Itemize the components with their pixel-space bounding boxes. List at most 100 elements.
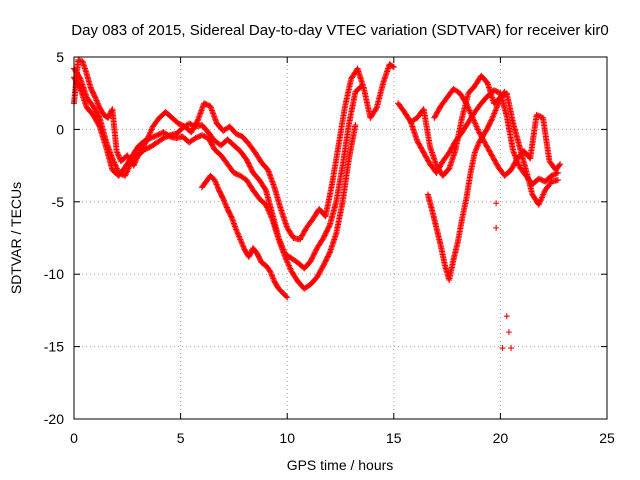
- data-point: [535, 175, 542, 182]
- data-point: [322, 231, 329, 238]
- grid-layer: [74, 57, 607, 419]
- data-point: [511, 160, 518, 167]
- data-point: [283, 258, 290, 265]
- data-point: [540, 190, 547, 197]
- data-point: [213, 181, 220, 188]
- data-point: [488, 117, 495, 124]
- data-point: [201, 100, 208, 107]
- data-point: [492, 87, 499, 94]
- data-point: [494, 89, 501, 96]
- data-point: [510, 161, 517, 168]
- x-tick-label: 10: [279, 430, 295, 446]
- data-point: [462, 99, 469, 106]
- data-point: [123, 169, 130, 176]
- data-point: [223, 204, 230, 211]
- data-point: [448, 145, 455, 152]
- data-point: [325, 252, 332, 259]
- data-point: [264, 206, 271, 213]
- data-point: [228, 213, 235, 220]
- data-point: [449, 144, 456, 151]
- data-point: [322, 258, 329, 265]
- x-tick-label: 25: [599, 430, 615, 446]
- y-tick-label: 5: [56, 49, 64, 65]
- data-point: [473, 146, 480, 153]
- data-point: [93, 108, 100, 115]
- data-point: [510, 163, 517, 170]
- data-point: [243, 156, 250, 163]
- data-point: [476, 130, 483, 137]
- data-point: [432, 113, 439, 120]
- data-point: [438, 160, 445, 167]
- data-point: [233, 170, 240, 177]
- data-point: [122, 171, 129, 178]
- data-point: [446, 148, 453, 155]
- data-point: [214, 184, 221, 191]
- data-point: [467, 110, 474, 117]
- data-point: [219, 194, 226, 201]
- data-point: [325, 224, 332, 231]
- data-point: [268, 271, 275, 278]
- data-point: [234, 229, 241, 236]
- data-point: [244, 158, 251, 165]
- data-point: [75, 83, 82, 90]
- data-point: [285, 261, 292, 268]
- data-point: [490, 111, 497, 118]
- data-point: [508, 345, 515, 352]
- data-point: [537, 198, 544, 205]
- data-point: [485, 146, 492, 153]
- data-point: [476, 129, 483, 136]
- data-point: [297, 235, 304, 242]
- data-point: [479, 135, 486, 142]
- data-point: [472, 120, 479, 127]
- data-point: [236, 233, 243, 240]
- data-point: [434, 109, 441, 116]
- data-point: [72, 76, 79, 83]
- data-point: [296, 236, 303, 243]
- y-tick-label: -10: [44, 266, 64, 282]
- data-point: [196, 133, 203, 140]
- data-point: [193, 134, 200, 141]
- data-point: [93, 117, 100, 124]
- data-point: [323, 228, 330, 235]
- data-point: [186, 120, 193, 127]
- data-point: [203, 101, 210, 108]
- data-point: [538, 195, 545, 202]
- x-tick-label: 15: [386, 430, 402, 446]
- data-point: [285, 262, 292, 269]
- data-point: [472, 148, 479, 155]
- data-point: [114, 149, 121, 156]
- data-point: [549, 172, 556, 179]
- data-point: [319, 236, 326, 243]
- data-point: [146, 135, 153, 142]
- data-point: [236, 172, 243, 179]
- data-point: [481, 139, 488, 146]
- data-point: [372, 105, 379, 112]
- data-point: [478, 133, 485, 140]
- x-tick-label: 5: [177, 430, 185, 446]
- data-point: [208, 140, 215, 147]
- data-point: [201, 133, 208, 140]
- data-point: [480, 137, 487, 144]
- data-point: [323, 255, 330, 262]
- data-point: [474, 126, 481, 133]
- data-point: [556, 162, 563, 169]
- data-point: [324, 253, 331, 260]
- data-point: [94, 110, 101, 117]
- data-point: [206, 137, 213, 144]
- data-point: [548, 172, 555, 179]
- data-point: [90, 103, 97, 110]
- data-point: [262, 185, 269, 192]
- data-point: [489, 153, 496, 160]
- data-point: [91, 105, 98, 112]
- data-point: [487, 149, 494, 156]
- data-point: [463, 100, 470, 107]
- data-point: [536, 200, 543, 207]
- data-point: [95, 101, 102, 108]
- data-point: [210, 144, 217, 151]
- data-point: [482, 140, 489, 147]
- data-point: [95, 120, 102, 127]
- data-point: [267, 268, 274, 275]
- data-point: [315, 271, 322, 278]
- data-point: [464, 103, 471, 110]
- data-point: [357, 83, 364, 90]
